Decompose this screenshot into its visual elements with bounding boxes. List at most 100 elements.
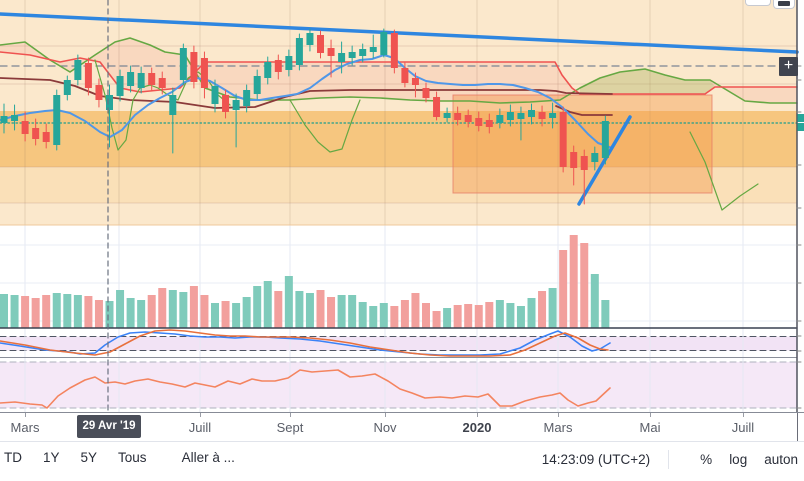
volume-bar: [422, 303, 430, 328]
auto-scale-button[interactable]: auton: [764, 452, 798, 467]
volume-bar: [31, 298, 40, 328]
volume-bar: [200, 295, 209, 328]
volume-bar: [358, 302, 367, 328]
volume-bar: [337, 295, 346, 328]
candle: [422, 88, 430, 98]
chikou_right-line: [689, 131, 759, 211]
time-axis-tick: [25, 413, 26, 417]
candle: [538, 112, 546, 119]
axis-right-border: [797, 413, 798, 441]
volume-bar: [73, 295, 82, 328]
candle: [95, 85, 103, 100]
range-tous-button[interactable]: Tous: [118, 450, 147, 465]
volume-bar: [221, 301, 230, 328]
volume-bar: [559, 250, 568, 328]
volume-bar: [390, 306, 399, 328]
scale-controls: 14:23:09 (UTC+2) % log auton: [542, 450, 798, 469]
volume-bar: [274, 291, 283, 328]
volume-bar: [379, 303, 388, 328]
volume-bar: [432, 311, 441, 328]
volume-bar: [474, 305, 483, 328]
candle: [485, 120, 493, 127]
volume-bar: [242, 297, 251, 328]
candle: [295, 38, 303, 65]
candle: [549, 113, 557, 118]
percent-scale-button[interactable]: %: [700, 452, 713, 467]
candle: [21, 121, 29, 134]
crosshair-date-tooltip: 29 Avr '19: [77, 415, 141, 438]
price-label: [797, 114, 804, 122]
candle: [127, 72, 135, 86]
volume-bar: [369, 306, 378, 328]
volume-bar: [305, 293, 314, 328]
volume-bar: [527, 298, 536, 328]
volume-bar: [443, 308, 452, 328]
log-scale-button[interactable]: log: [729, 452, 748, 467]
price-label: [797, 123, 804, 131]
volume-bar: [126, 298, 135, 328]
candle: [580, 156, 588, 170]
green_kumo-line: [0, 37, 798, 104]
candle: [211, 86, 219, 104]
volume-bar: [42, 295, 51, 328]
candle: [359, 49, 367, 56]
candle: [559, 112, 567, 167]
clock-time[interactable]: 14:23:09 (UTC+2): [541, 452, 651, 467]
volume-bar: [590, 274, 599, 328]
toolbar-partial-button-2[interactable]: [773, 0, 795, 9]
time-axis-label: Mai: [639, 420, 661, 435]
indicator-band: [0, 336, 797, 351]
candle: [222, 95, 230, 112]
background-band: [0, 328, 797, 412]
volume-bar: [327, 297, 336, 328]
candle: [433, 97, 441, 117]
volume-bar: [295, 291, 304, 328]
background-band: [0, 111, 797, 167]
candle: [475, 118, 483, 126]
candle: [179, 48, 187, 80]
candle: [0, 116, 8, 123]
time-axis[interactable]: 29 Avr '19 Mars Juill Sept Nov 2020 Mars Mai Ju…: [0, 412, 804, 441]
candle: [380, 32, 388, 55]
candle: [148, 73, 156, 85]
candle: [274, 60, 282, 72]
background-band: [797, 0, 804, 412]
volume-bar: [580, 243, 589, 328]
volume-bar: [263, 281, 272, 328]
volume-bar: [538, 291, 547, 328]
volume-bar: [10, 295, 19, 328]
kijun-line: [0, 77, 613, 109]
time-axis-tick: [200, 413, 201, 417]
volume-bar: [211, 303, 219, 328]
range-ytd-button[interactable]: TD: [4, 450, 22, 465]
candle: [570, 152, 578, 168]
volume-bar: [516, 306, 525, 328]
range-5y-button[interactable]: 5Y: [80, 450, 98, 465]
volume-bar: [284, 276, 293, 328]
candle: [401, 68, 409, 83]
chart-svg[interactable]: [0, 0, 804, 412]
plus-button[interactable]: +: [779, 57, 798, 76]
rectangle-annotation: [452, 94, 713, 194]
volume-bar: [116, 290, 125, 328]
candle: [200, 58, 208, 88]
volume-bar: [411, 293, 420, 328]
time-axis-tick: [385, 413, 386, 417]
volume-bar: [453, 305, 462, 328]
candle: [306, 33, 314, 45]
volume-bar: [400, 300, 409, 328]
candle: [158, 78, 166, 88]
goto-button[interactable]: Aller à ...: [181, 450, 235, 465]
volume-bar: [21, 296, 30, 328]
time-axis-label: Juill: [188, 420, 212, 435]
range-1y-button[interactable]: 1Y: [43, 450, 60, 465]
candle: [253, 76, 261, 94]
candle: [190, 52, 198, 82]
volume-bar: [348, 295, 357, 328]
volume-bar: [179, 292, 188, 328]
time-axis-tick: [477, 413, 478, 417]
stoch_orange-line: [0, 329, 609, 357]
volume-bar: [548, 288, 557, 328]
toolbar-partial-button-1[interactable]: [745, 0, 771, 6]
